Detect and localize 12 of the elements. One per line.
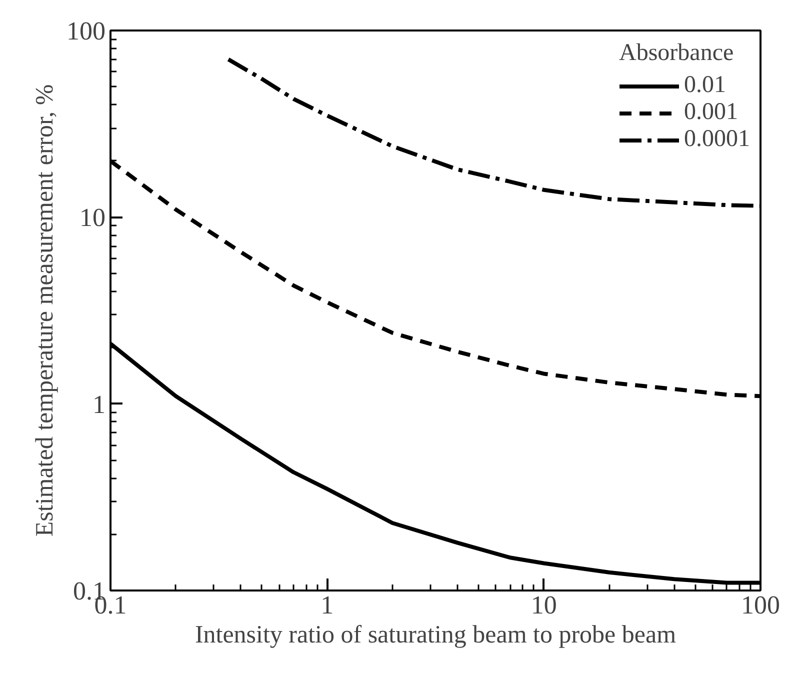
- y-tick-label: 10: [80, 203, 106, 232]
- y-axis-title: Estimated temperature measurement error, %: [32, 84, 58, 537]
- legend-label: 0.0001: [684, 126, 750, 153]
- x-axis-title: Intensity ratio of saturating beam to probe beam: [194, 622, 677, 648]
- x-tick-label: 1: [320, 590, 334, 620]
- y-tick-label: 100: [66, 16, 106, 46]
- x-tick-label: 10: [530, 590, 557, 620]
- legend-label: 0.001: [684, 99, 738, 126]
- y-tick-label: 1: [92, 390, 106, 419]
- legend-label: 0.01: [684, 72, 726, 99]
- x-tick-label: 100: [741, 590, 780, 620]
- legend-title: Absorbance: [619, 40, 735, 67]
